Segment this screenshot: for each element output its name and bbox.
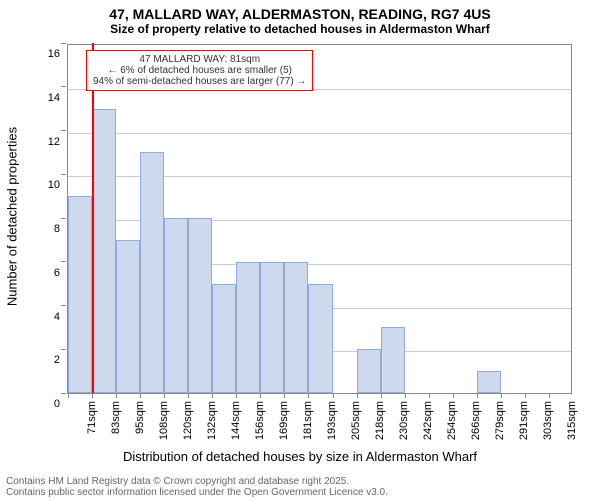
x-tick-label: 181sqm [302,401,314,440]
y-tick-label: 16 [48,48,60,60]
footer-line-1: Contains HM Land Registry data © Crown c… [6,476,388,487]
x-tick-label: 315sqm [566,401,578,440]
x-tick-label: 156sqm [254,401,266,440]
histogram-bar [357,349,381,393]
x-tick-label: 120sqm [182,401,194,440]
x-tick-label: 230sqm [398,401,410,440]
y-tick-label: 2 [54,354,60,366]
footer-line-2: Contains public sector information licen… [6,487,388,498]
x-tick-label: 205sqm [350,401,362,440]
y-tick-label: 4 [54,311,60,323]
x-tick-label: 132sqm [206,401,218,440]
histogram-bar [188,218,212,393]
annotation-line: ← 6% of detached houses are smaller (5) [93,65,306,76]
reference-line [92,43,94,393]
x-tick-label: 95sqm [134,401,146,434]
plot-area: 024681012141671sqm83sqm95sqm108sqm120sqm… [67,44,572,394]
histogram-bar [92,109,116,393]
x-tick-label: 291sqm [518,401,530,440]
y-tick-label: 12 [48,136,60,148]
histogram-bar [477,371,501,393]
y-tick-label: 0 [54,398,60,410]
y-axis-label: Number of detached properties [5,117,20,317]
x-tick-label: 254sqm [446,401,458,440]
chart-title: 47, MALLARD WAY, ALDERMASTON, READING, R… [0,0,600,22]
x-tick-label: 83sqm [110,401,122,434]
histogram-bar [236,262,260,393]
chart-subtitle: Size of property relative to detached ho… [0,22,600,36]
annotation-box: 47 MALLARD WAY: 81sqm← 6% of detached ho… [86,50,313,91]
histogram-bar [308,284,332,393]
histogram-bar [381,327,405,393]
x-tick-label: 144sqm [230,401,242,440]
x-axis-label: Distribution of detached houses by size … [0,449,600,464]
y-gridline [68,133,571,134]
histogram-bar [260,262,284,393]
footer-attribution: Contains HM Land Registry data © Crown c… [6,476,388,498]
y-tick-label: 10 [48,179,60,191]
annotation-line: 94% of semi-detached houses are larger (… [93,76,306,87]
histogram-bar [164,218,188,393]
y-tick-label: 6 [54,267,60,279]
annotation-line: 47 MALLARD WAY: 81sqm [93,54,306,65]
x-tick-label: 303sqm [542,401,554,440]
histogram-bar [212,284,236,393]
histogram-bar [68,196,92,393]
histogram-bar [140,152,164,393]
x-tick-label: 193sqm [326,401,338,440]
histogram-bar [116,240,140,393]
x-tick-label: 218sqm [374,401,386,440]
y-tick-label: 14 [48,92,60,104]
x-tick-label: 242sqm [422,401,434,440]
y-tick-label: 8 [54,223,60,235]
x-tick-label: 108sqm [158,401,170,440]
x-tick-label: 279sqm [494,401,506,440]
x-tick-label: 71sqm [86,401,98,434]
x-tick-label: 169sqm [278,401,290,440]
chart-container: 47, MALLARD WAY, ALDERMASTON, READING, R… [0,0,600,500]
x-tick-label: 266sqm [470,401,482,440]
histogram-bar [284,262,308,393]
